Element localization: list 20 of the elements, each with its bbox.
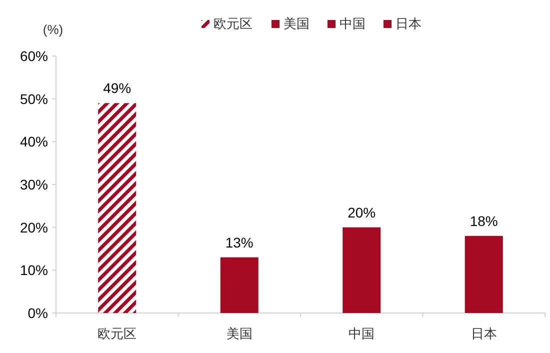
x-tick-label: 美国	[226, 326, 252, 341]
y-tick-label: 20%	[20, 219, 48, 236]
data-label: 13%	[225, 234, 254, 250]
data-label: 18%	[470, 212, 498, 229]
x-tick-label: 欧元区	[98, 326, 137, 341]
y-tick-label: 10%	[20, 262, 48, 278]
legend-label: 欧元区	[214, 16, 252, 31]
y-axis-title: (%)	[42, 22, 64, 37]
legend-label: 美国	[284, 16, 310, 31]
y-tick-label: 40%	[20, 134, 48, 150]
data-label: 20%	[348, 204, 376, 220]
legend-label: 日本	[396, 16, 422, 31]
x-tick-label: 中国	[348, 326, 375, 341]
y-tick-label: 50%	[20, 90, 48, 107]
data-label: 49%	[103, 80, 132, 96]
legend-label: 中国	[340, 16, 366, 31]
y-tick-label: 30%	[20, 176, 48, 192]
y-tick-label: 60%	[20, 48, 48, 64]
y-tick-label: 0%	[28, 305, 48, 321]
x-tick-label: 日本	[470, 326, 497, 341]
